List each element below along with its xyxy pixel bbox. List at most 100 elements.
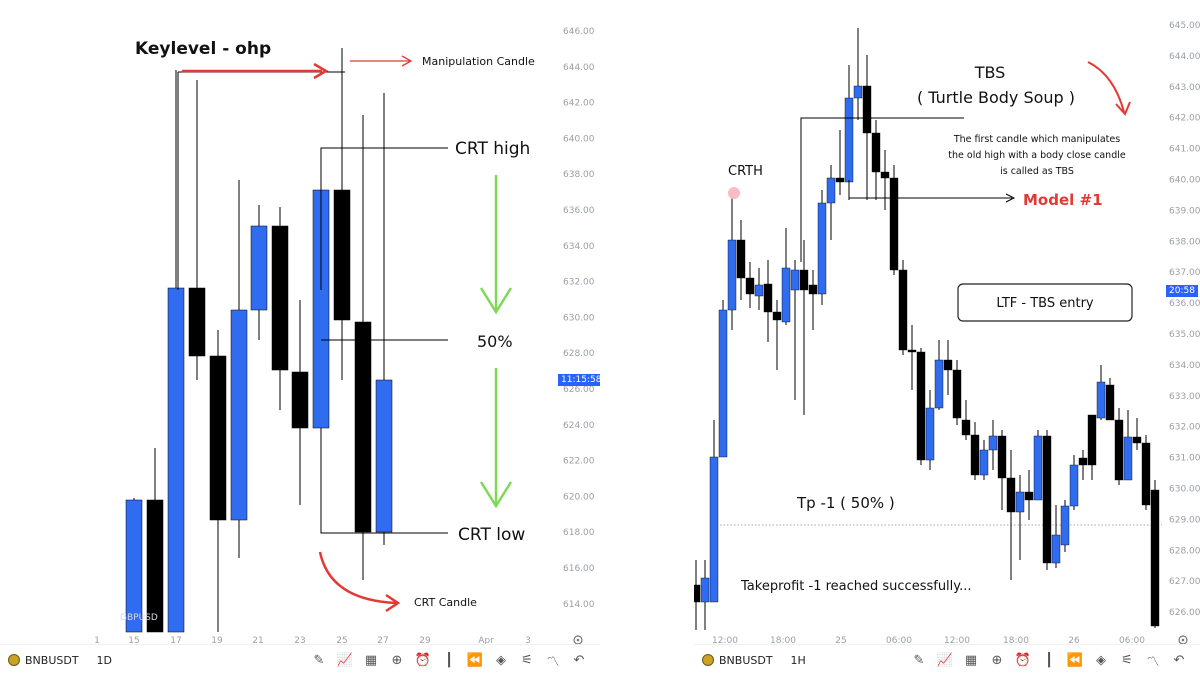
gear-icon[interactable] (573, 635, 583, 645)
time-tick: 23 (294, 636, 305, 646)
bearish-candle (736, 239, 746, 279)
timeframe-selector[interactable]: 1D (96, 653, 113, 667)
pencil-icon[interactable]: ✎ (313, 652, 325, 668)
current-time-tag: 11:15:58 (558, 374, 600, 386)
bearish-candle (1078, 457, 1088, 466)
time-tick: 12:00 (712, 636, 738, 646)
right-toolbar: BNBUSDT 1H ✎ 📈 ▦ ⊕ ⏰ ┃ ⏪ ◈ ⚟ 〽 ↶ (694, 644, 1200, 675)
bullish-candle (934, 359, 944, 409)
add-icon[interactable]: ⊕ (991, 652, 1003, 668)
bullish-candle (853, 85, 863, 99)
timeframe-selector[interactable]: 1H (790, 653, 806, 667)
coin-icon (8, 654, 20, 666)
grid-icon[interactable]: ▦ (964, 652, 978, 668)
bullish-candle (230, 309, 248, 521)
alarm-icon[interactable]: ⏰ (414, 652, 432, 668)
fifty-percent-label: 50% (477, 332, 513, 351)
grid-icon[interactable]: ▦ (364, 652, 378, 668)
bullish-candle (167, 287, 185, 633)
price-tick: 629.00 (1169, 515, 1200, 525)
model-label: Model #1 (1023, 191, 1103, 209)
price-tick: 630.00 (1169, 485, 1200, 495)
bullish-candle (250, 225, 268, 311)
crth-label: CRTH (728, 164, 763, 179)
pencil-icon[interactable]: ✎ (913, 652, 925, 668)
gear-icon[interactable] (1178, 635, 1188, 645)
candles-icon[interactable]: ┃ (445, 652, 453, 668)
crth-line (800, 117, 964, 262)
ltf-entry-label: LTF - TBS entry (996, 296, 1094, 311)
price-tick: 644.00 (563, 63, 595, 73)
crt-low-label: CRT low (458, 525, 525, 545)
replay-icon[interactable]: ⏪ (1066, 652, 1084, 668)
right-price-axis: 645.00 644.00 643.00 642.00 641.00 640.00 639.… (1169, 21, 1200, 618)
bearish-candle (1087, 414, 1097, 466)
bullish-candle (781, 267, 791, 323)
price-tick: 614.00 (563, 600, 595, 610)
takeprofit-label: Takeprofit -1 reached successfully... (740, 579, 972, 594)
price-tick: 620.00 (563, 492, 595, 502)
crt-low-line (320, 430, 448, 534)
undo-icon[interactable]: ↶ (573, 652, 585, 668)
price-tick: 642.00 (1169, 114, 1200, 124)
price-tick: 627.00 (1169, 577, 1200, 587)
bullish-candle (1015, 491, 1025, 513)
bearish-candle (898, 269, 908, 351)
bearish-candle (1141, 442, 1151, 506)
layers-icon[interactable]: ◈ (496, 652, 506, 668)
price-tick: 637.00 (1169, 268, 1200, 278)
symbol-selector[interactable]: BNBUSDT (8, 654, 79, 667)
left-chart-canvas[interactable]: 646.00 644.00 642.00 640.00 638.00 636.00 634.… (0, 0, 600, 675)
bearish-candle (970, 434, 980, 476)
indicators-icon[interactable]: 📈 (336, 652, 354, 668)
replay-icon[interactable]: ⏪ (466, 652, 484, 668)
tbs-title: TBS (974, 63, 1006, 82)
bearish-candle (745, 277, 755, 295)
price-tick: 635.00 (1169, 330, 1200, 340)
settings-sliders-icon[interactable]: ⚟ (521, 652, 533, 668)
trend-icon[interactable]: 〽 (546, 654, 560, 670)
bullish-candle (718, 309, 728, 458)
ltf-entry-box (957, 283, 1133, 322)
tp-label: Tp -1 ( 50% ) (796, 494, 895, 512)
price-tick: 646.00 (563, 27, 595, 37)
bullish-candle (700, 577, 710, 603)
time-tick: 15 (128, 636, 139, 646)
keylevel-label: Keylevel - ohp (135, 39, 271, 59)
bullish-candle (1096, 381, 1106, 419)
green-down-arrow-bottom (479, 368, 513, 509)
price-tick: 643.00 (1169, 83, 1200, 93)
price-tick: 636.00 (563, 206, 595, 216)
time-tick: 06:00 (1119, 636, 1145, 646)
bullish-candle (1069, 464, 1079, 507)
bullish-candle (925, 407, 935, 461)
settings-sliders-icon[interactable]: ⚟ (1121, 652, 1133, 668)
crt-candle-label: CRT Candle (414, 596, 477, 609)
bearish-candle (694, 584, 701, 603)
price-tick: 636.00 (1169, 299, 1200, 309)
indicators-icon[interactable]: 📈 (936, 652, 954, 668)
trend-icon[interactable]: 〽 (1146, 654, 1160, 670)
alarm-icon[interactable]: ⏰ (1014, 652, 1032, 668)
layers-icon[interactable]: ◈ (1096, 652, 1106, 668)
crt-candle-arrow (318, 551, 401, 613)
right-chart-panel[interactable]: 645.00 644.00 643.00 642.00 641.00 640.00 639.… (694, 0, 1200, 675)
bullish-candle (988, 435, 998, 451)
candles-icon[interactable]: ┃ (1045, 652, 1053, 668)
time-tick: 25 (336, 636, 347, 646)
left-chart-panel[interactable]: 646.00 644.00 642.00 640.00 638.00 636.00 634.… (0, 0, 600, 675)
bullish-candle (979, 449, 989, 476)
add-icon[interactable]: ⊕ (391, 652, 403, 668)
price-tick: 645.00 (1169, 21, 1200, 31)
bullish-candle (727, 239, 737, 311)
bearish-candle (808, 284, 818, 295)
bearish-candle (961, 419, 971, 436)
left-price-axis: 646.00 644.00 642.00 640.00 638.00 636.00 634.… (563, 27, 595, 610)
undo-icon[interactable]: ↶ (1173, 652, 1185, 668)
symbol-selector[interactable]: BNBUSDT (702, 654, 773, 667)
crt-high-line (320, 147, 448, 290)
price-tick: 626.00 (563, 385, 595, 395)
bullish-candle (125, 499, 143, 633)
price-tick: 622.00 (563, 457, 595, 467)
right-chart-canvas[interactable]: 645.00 644.00 643.00 642.00 641.00 640.00 639.… (694, 0, 1200, 675)
